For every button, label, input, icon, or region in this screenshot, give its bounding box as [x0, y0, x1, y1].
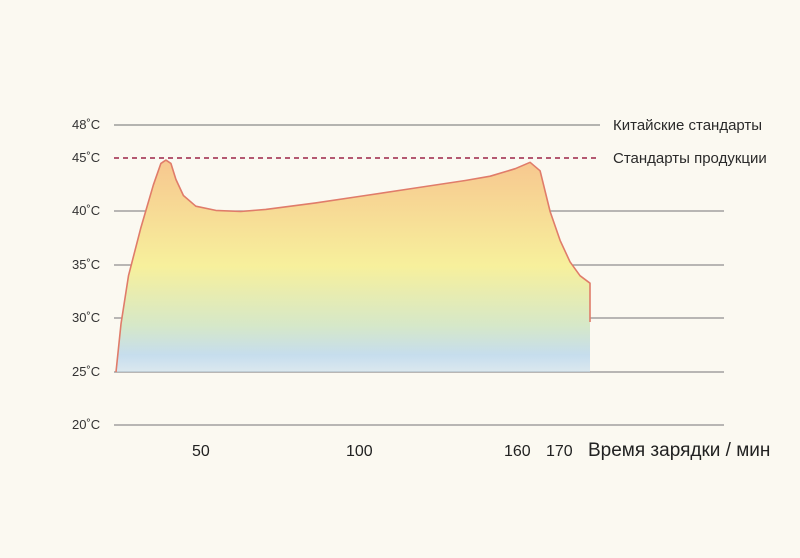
y-tick-label: 35˚C — [72, 257, 100, 272]
reference-line-label: Стандарты продукции — [613, 150, 767, 167]
area-fill — [116, 160, 590, 372]
y-tick-label: 48˚C — [72, 117, 100, 132]
y-tick-label: 25˚C — [72, 364, 100, 379]
reference-line-label: Китайские стандарты — [613, 117, 762, 134]
x-axis-ticks: 50 100 160 170 — [192, 443, 573, 460]
x-tick-label: 160 — [504, 443, 531, 460]
x-tick-label: 100 — [346, 443, 373, 460]
x-axis-label: Время зарядки / мин — [588, 440, 770, 461]
y-tick-label: 40˚C — [72, 203, 100, 218]
y-tick-label: 30˚C — [72, 310, 100, 325]
y-tick-label: 20˚C — [72, 417, 100, 432]
y-tick-label: 45˚C — [72, 150, 100, 165]
x-tick-label: 170 — [546, 443, 573, 460]
y-axis-ticks: 48˚C 45˚C 40˚C 35˚C 30˚C 25˚C 20˚C — [72, 117, 100, 432]
x-tick-label: 50 — [192, 443, 210, 460]
area-outline — [115, 159, 591, 373]
reference-lines: Китайские стандарты Стандарты продукции — [114, 117, 767, 167]
area-series — [115, 159, 591, 373]
